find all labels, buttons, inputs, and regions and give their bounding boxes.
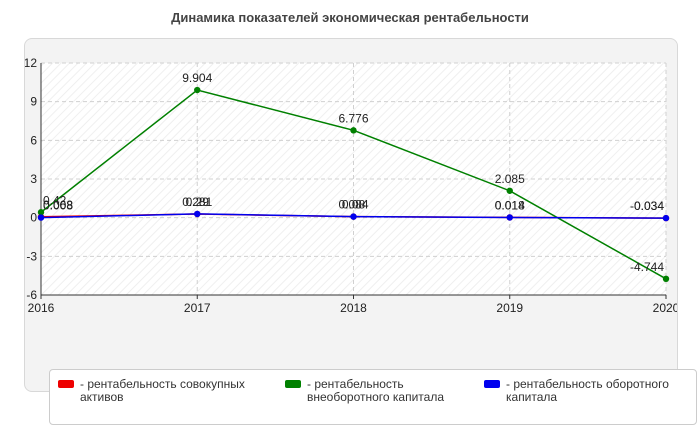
legend-label: - рентабельность совокупных активов bbox=[80, 377, 245, 404]
data-point bbox=[37, 214, 45, 221]
data-point bbox=[194, 86, 201, 94]
data-label: 0.014 bbox=[495, 198, 525, 212]
y-tick-label: 6 bbox=[30, 133, 37, 147]
y-tick-label: 12 bbox=[25, 56, 37, 70]
legend-label: - рентабельность внеоборотного капитала bbox=[307, 377, 444, 404]
legend-swatch bbox=[484, 380, 500, 388]
data-label: 6.776 bbox=[338, 111, 368, 125]
data-label: 0.018 bbox=[495, 198, 525, 212]
data-label: -0.034 bbox=[630, 199, 664, 213]
data-point bbox=[506, 187, 513, 194]
x-tick-label: 2016 bbox=[28, 301, 55, 315]
x-tick-label: 2020 bbox=[653, 301, 677, 315]
chart-panel: 12 9 6 3 0 -3 -6 2016 2017 2018 2019 2020 0.068 0.281… bbox=[24, 38, 697, 425]
data-label: -0.034 bbox=[630, 199, 664, 213]
y-tick-label: -6 bbox=[26, 288, 37, 302]
data-point bbox=[37, 209, 45, 216]
x-tick-label: 2018 bbox=[340, 301, 367, 315]
data-label: 0.29 bbox=[186, 195, 210, 209]
y-tick-label: 3 bbox=[30, 172, 37, 186]
data-label: 0.08 bbox=[342, 198, 366, 212]
data-point bbox=[194, 210, 201, 218]
data-label: 0.42 bbox=[43, 193, 67, 207]
data-point bbox=[662, 275, 670, 283]
y-tick-label: 0 bbox=[30, 211, 37, 225]
data-point bbox=[350, 127, 357, 134]
data-point bbox=[662, 214, 670, 222]
data-label: -4.744 bbox=[630, 260, 664, 274]
data-label: 9.904 bbox=[182, 71, 212, 85]
legend-label: - рентабельность оборотного капитала bbox=[506, 377, 669, 404]
data-point bbox=[350, 213, 357, 220]
data-label: 2.085 bbox=[495, 172, 525, 186]
data-label: 0.008 bbox=[43, 199, 73, 213]
x-tick-label: 2017 bbox=[184, 301, 211, 315]
data-label: 0.281 bbox=[182, 195, 212, 209]
data-label: 0.068 bbox=[43, 198, 73, 212]
y-tick-label: -3 bbox=[26, 249, 37, 263]
legend-swatch bbox=[58, 380, 74, 388]
y-tick-label: 9 bbox=[30, 95, 37, 109]
data-label: 0.084 bbox=[338, 198, 368, 212]
legend: - рентабельность совокупных активов - рен… bbox=[49, 369, 697, 425]
x-tick-label: 2019 bbox=[496, 301, 523, 315]
data-point bbox=[506, 214, 513, 221]
chart-title: Динамика показателей экономическая рента… bbox=[171, 10, 529, 25]
legend-swatch bbox=[285, 380, 301, 388]
